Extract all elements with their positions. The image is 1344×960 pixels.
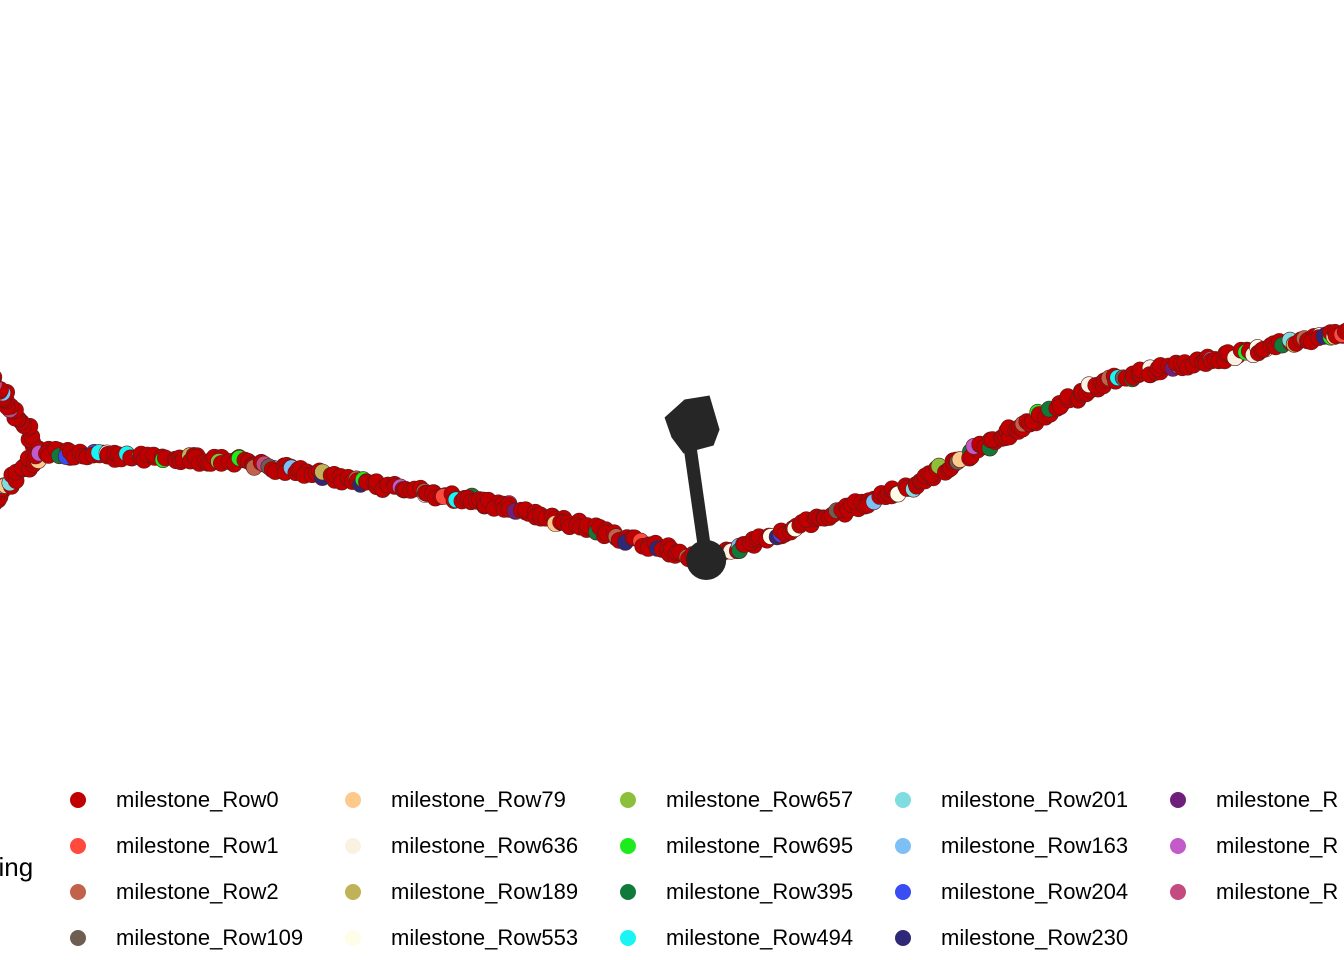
root-milestone [686,540,727,580]
trajectory-arrow [664,395,727,580]
cell-points [0,322,1344,573]
legend-title: ping [0,852,34,882]
cell-point [1340,322,1344,337]
arrow-head [664,395,720,454]
